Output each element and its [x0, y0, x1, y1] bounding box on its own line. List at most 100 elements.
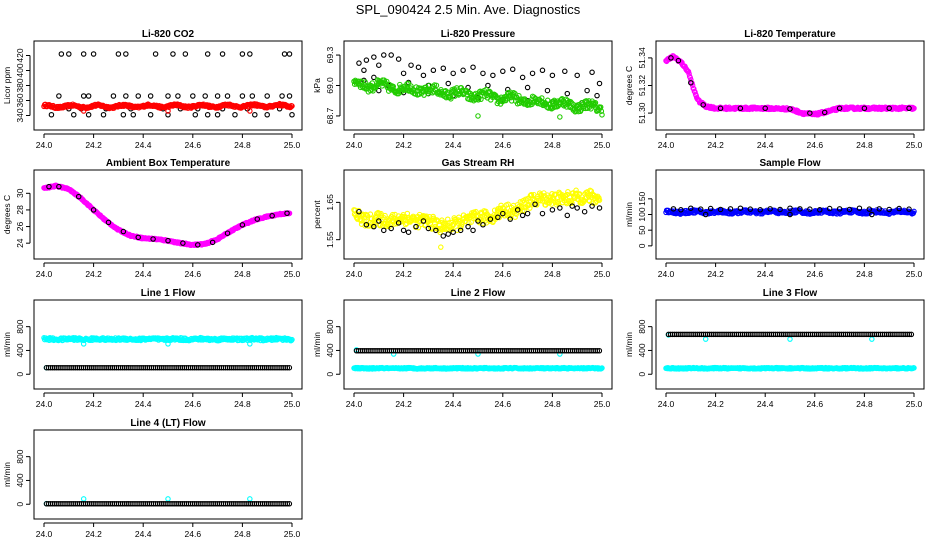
data-point: [596, 347, 603, 354]
data-point: [165, 237, 171, 244]
x-tick-label: 24.8: [234, 140, 251, 150]
data-point: [700, 102, 706, 108]
data-point: [219, 51, 226, 57]
data-point: [886, 206, 892, 213]
data-point: [483, 208, 489, 215]
data-point: [478, 96, 484, 103]
y-tick-label: 360: [15, 93, 25, 107]
data-point: [289, 112, 295, 118]
data-point: [505, 201, 511, 208]
x-tick-label: 24.8: [856, 140, 873, 150]
data-point: [165, 112, 171, 118]
data-point: [787, 336, 793, 342]
data-point: [362, 79, 368, 85]
data-point: [519, 212, 526, 219]
data-point: [747, 206, 754, 212]
data-point: [460, 67, 466, 74]
panel-title: Li-820 CO2: [142, 29, 195, 40]
y-tick-label: 380: [15, 78, 25, 92]
x-tick-label: 24.4: [445, 399, 462, 409]
data-point: [596, 80, 603, 87]
x-tick-label: 25.0: [594, 269, 611, 279]
data-point: [691, 86, 697, 92]
data-point: [80, 93, 87, 99]
y-axis-label: ml/min: [624, 332, 634, 357]
data-point: [529, 70, 536, 77]
data-point: [356, 60, 362, 66]
data-point: [549, 207, 556, 213]
data-point: [281, 51, 288, 57]
data-point: [589, 203, 595, 209]
x-tick-label: 24.6: [185, 399, 202, 409]
data-point: [777, 206, 783, 213]
data-point: [388, 52, 394, 58]
data-point: [836, 206, 843, 212]
data-point: [487, 216, 494, 222]
data-point: [516, 93, 522, 99]
x-tick-label: 24.0: [36, 529, 53, 539]
data-point: [361, 67, 367, 74]
series-group: [41, 182, 293, 249]
data-point: [381, 227, 387, 234]
data-point: [286, 364, 293, 371]
y-tick-label: 340: [15, 108, 25, 122]
data-point: [702, 211, 709, 218]
data-point: [363, 57, 370, 63]
data-point: [239, 51, 246, 57]
data-point: [675, 57, 682, 64]
plot-frame: [33, 429, 303, 520]
series-group: [41, 51, 295, 118]
panel-3: Li-820 Temperature 24.0 24.2 24.4 24.6 24.8 25…: [624, 29, 925, 150]
x-tick-label: 24.6: [495, 140, 512, 150]
y-tick-label: 0: [637, 243, 647, 248]
data-point: [286, 210, 293, 216]
data-point: [75, 193, 82, 200]
data-point: [512, 214, 518, 220]
panel-title: Line 3 Flow: [763, 288, 818, 299]
y-axis-label: ml/min: [312, 332, 322, 357]
data-point: [395, 56, 402, 62]
y-tick-label: 26: [15, 222, 25, 232]
data-point: [685, 68, 692, 75]
x-tick-label: 25.0: [284, 529, 301, 539]
data-point: [668, 55, 674, 61]
data-point: [123, 51, 129, 57]
y-tick-label: 100: [637, 207, 647, 221]
data-point: [846, 206, 853, 213]
data-point: [702, 336, 709, 342]
data-point: [565, 189, 571, 195]
panel-10: Line 4 (LT) Flow 24.0 24.2 24.4 24.6 24.8 25.0…: [2, 418, 303, 539]
y-axis-label: ml/min: [624, 202, 634, 227]
data-point: [797, 206, 803, 212]
data-point: [480, 70, 486, 77]
data-point: [599, 365, 605, 371]
data-point: [420, 72, 427, 79]
data-point: [757, 207, 763, 213]
data-point: [214, 93, 221, 99]
data-point: [581, 208, 588, 215]
y-tick-label: 420: [15, 48, 25, 62]
y-tick-label: 150: [637, 191, 647, 205]
x-tick-label: 25.0: [906, 269, 923, 279]
data-point: [135, 93, 141, 99]
x-tick-label: 24.6: [185, 269, 202, 279]
data-point: [376, 87, 382, 94]
data-point: [105, 219, 112, 226]
data-point: [80, 341, 87, 347]
data-point: [376, 62, 382, 68]
data-point: [586, 98, 592, 104]
data-point: [886, 105, 892, 112]
data-point: [445, 80, 451, 87]
data-point: [856, 205, 863, 211]
data-point: [787, 211, 793, 218]
data-point: [289, 103, 295, 109]
data-point: [286, 51, 293, 57]
x-tick-label: 24.2: [85, 399, 102, 409]
series-group: [663, 331, 917, 372]
y-tick-label: 400: [15, 63, 25, 77]
data-point: [598, 108, 605, 114]
data-point: [400, 70, 407, 77]
data-point: [869, 211, 875, 218]
x-tick-label: 24.8: [234, 269, 251, 279]
